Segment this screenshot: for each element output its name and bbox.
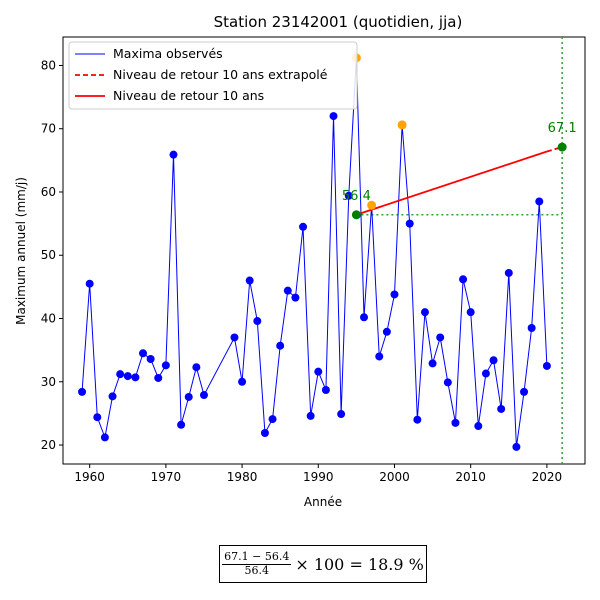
observed-maxima-point — [451, 418, 460, 427]
formula-box: 67.1 − 56.4 56.4 × 100 = 18.9 % — [219, 545, 427, 583]
observed-maxima-point — [116, 370, 125, 379]
y-tick-label: 50 — [41, 248, 56, 262]
observed-maxima-point — [154, 373, 163, 382]
observed-maxima-point — [405, 219, 414, 228]
y-tick-label: 80 — [41, 58, 56, 72]
annotation-end-value: 67.1 — [548, 121, 577, 136]
observed-maxima-point — [520, 387, 529, 396]
annotation-start-value: 56.4 — [342, 189, 371, 204]
x-tick-label: 1990 — [303, 470, 334, 484]
observed-maxima-point — [329, 112, 338, 121]
observed-maxima-point — [131, 373, 140, 382]
observed-maxima-point — [238, 377, 247, 386]
observed-maxima-point — [93, 413, 102, 422]
formula-fraction: 67.1 − 56.4 56.4 — [222, 549, 292, 577]
observed-maxima-point — [78, 387, 87, 396]
observed-maxima-point — [146, 354, 155, 363]
x-tick-label: 2010 — [455, 470, 486, 484]
legend-box — [68, 41, 358, 110]
return-level-extrapolated-line — [546, 146, 563, 153]
observed-maxima-point — [428, 359, 437, 368]
observed-maxima-point — [161, 361, 170, 370]
observed-maxima-point — [420, 308, 429, 317]
observed-maxima-point — [413, 415, 422, 424]
observed-maxima-point — [276, 341, 285, 350]
observed-maxima-point — [382, 327, 391, 336]
observed-maxima-point — [306, 411, 315, 420]
observed-maxima-point — [139, 349, 148, 358]
y-tick-label: 30 — [41, 375, 56, 389]
observed-maxima-point — [459, 275, 468, 284]
observed-maxima-point — [542, 361, 551, 370]
observed-maxima-point — [260, 429, 269, 438]
x-tick-label: 1980 — [227, 470, 258, 484]
observed-maxima-point — [253, 317, 262, 326]
observed-maxima-point — [481, 369, 490, 378]
x-tick-label: 2020 — [532, 470, 563, 484]
observed-maxima-point — [85, 279, 94, 288]
observed-maxima-point — [344, 191, 353, 200]
y-tick-label: 20 — [41, 438, 56, 452]
highlighted-maximum-point — [367, 200, 377, 210]
formula-result: × 100 = 18.9 % — [295, 554, 424, 574]
observed-maxima-point — [184, 392, 193, 401]
x-tick-label: 1960 — [74, 470, 105, 484]
chart-legend: Maxima observés Niveau de retour 10 ans e… — [68, 41, 358, 110]
observed-maxima-point — [375, 352, 384, 361]
formula-numerator: 67.1 − 56.4 — [222, 549, 292, 565]
plot-frame — [62, 36, 586, 465]
observed-maxima-point — [169, 150, 178, 159]
y-tick-label: 40 — [41, 312, 56, 326]
observed-maxima-point — [443, 378, 452, 387]
observed-maxima-point — [321, 385, 330, 394]
observed-maxima-point — [497, 404, 506, 413]
formula-denominator: 56.4 — [244, 563, 269, 577]
observed-maxima-point — [291, 293, 300, 302]
x-tick-label: 2000 — [379, 470, 410, 484]
observed-maxima-point — [199, 391, 208, 400]
observed-maxima-point — [192, 363, 201, 372]
observed-maxima-point — [299, 222, 308, 231]
observed-maxima-point — [268, 415, 277, 424]
observed-maxima-point — [436, 333, 445, 342]
return-level-point — [351, 210, 361, 220]
y-axis-label: Maximum annuel (mm/j) — [14, 177, 28, 325]
return-level-line — [356, 150, 548, 216]
observed-maxima-point — [466, 308, 475, 317]
observed-maxima-point — [527, 323, 536, 332]
highlighted-maximum-point — [397, 120, 407, 130]
observed-maxima-point — [177, 420, 186, 429]
x-axis-label: Année — [304, 495, 342, 509]
legend-item-extrapolated-label: Niveau de retour 10 ans extrapolé — [113, 67, 328, 82]
observed-maxima-line — [81, 57, 548, 447]
observed-maxima-point — [100, 433, 109, 442]
observed-maxima-point — [123, 372, 132, 381]
observed-maxima-point — [314, 367, 323, 376]
x-tick-label: 1970 — [151, 470, 182, 484]
legend-item-observed-label: Maxima observés — [113, 46, 223, 61]
observed-maxima-point — [337, 410, 346, 419]
observed-maxima-point — [390, 290, 399, 299]
observed-maxima-point — [512, 442, 521, 451]
observed-maxima-point — [535, 197, 544, 206]
y-tick-label: 60 — [41, 185, 56, 199]
observed-maxima-point — [108, 392, 117, 401]
observed-maxima-point — [489, 356, 498, 365]
observed-maxima-point — [360, 313, 369, 322]
legend-item-return-level-label: Niveau de retour 10 ans — [113, 88, 264, 103]
chart-title: Station 23142001 (quotidien, jja) — [214, 13, 463, 31]
return-level-point — [557, 142, 567, 152]
observed-maxima-point — [283, 286, 292, 295]
observed-maxima-point — [474, 422, 483, 431]
y-tick-label: 70 — [41, 122, 56, 136]
observed-maxima-point — [230, 333, 239, 342]
observed-maxima-point — [245, 276, 254, 285]
observed-maxima-point — [504, 268, 513, 277]
